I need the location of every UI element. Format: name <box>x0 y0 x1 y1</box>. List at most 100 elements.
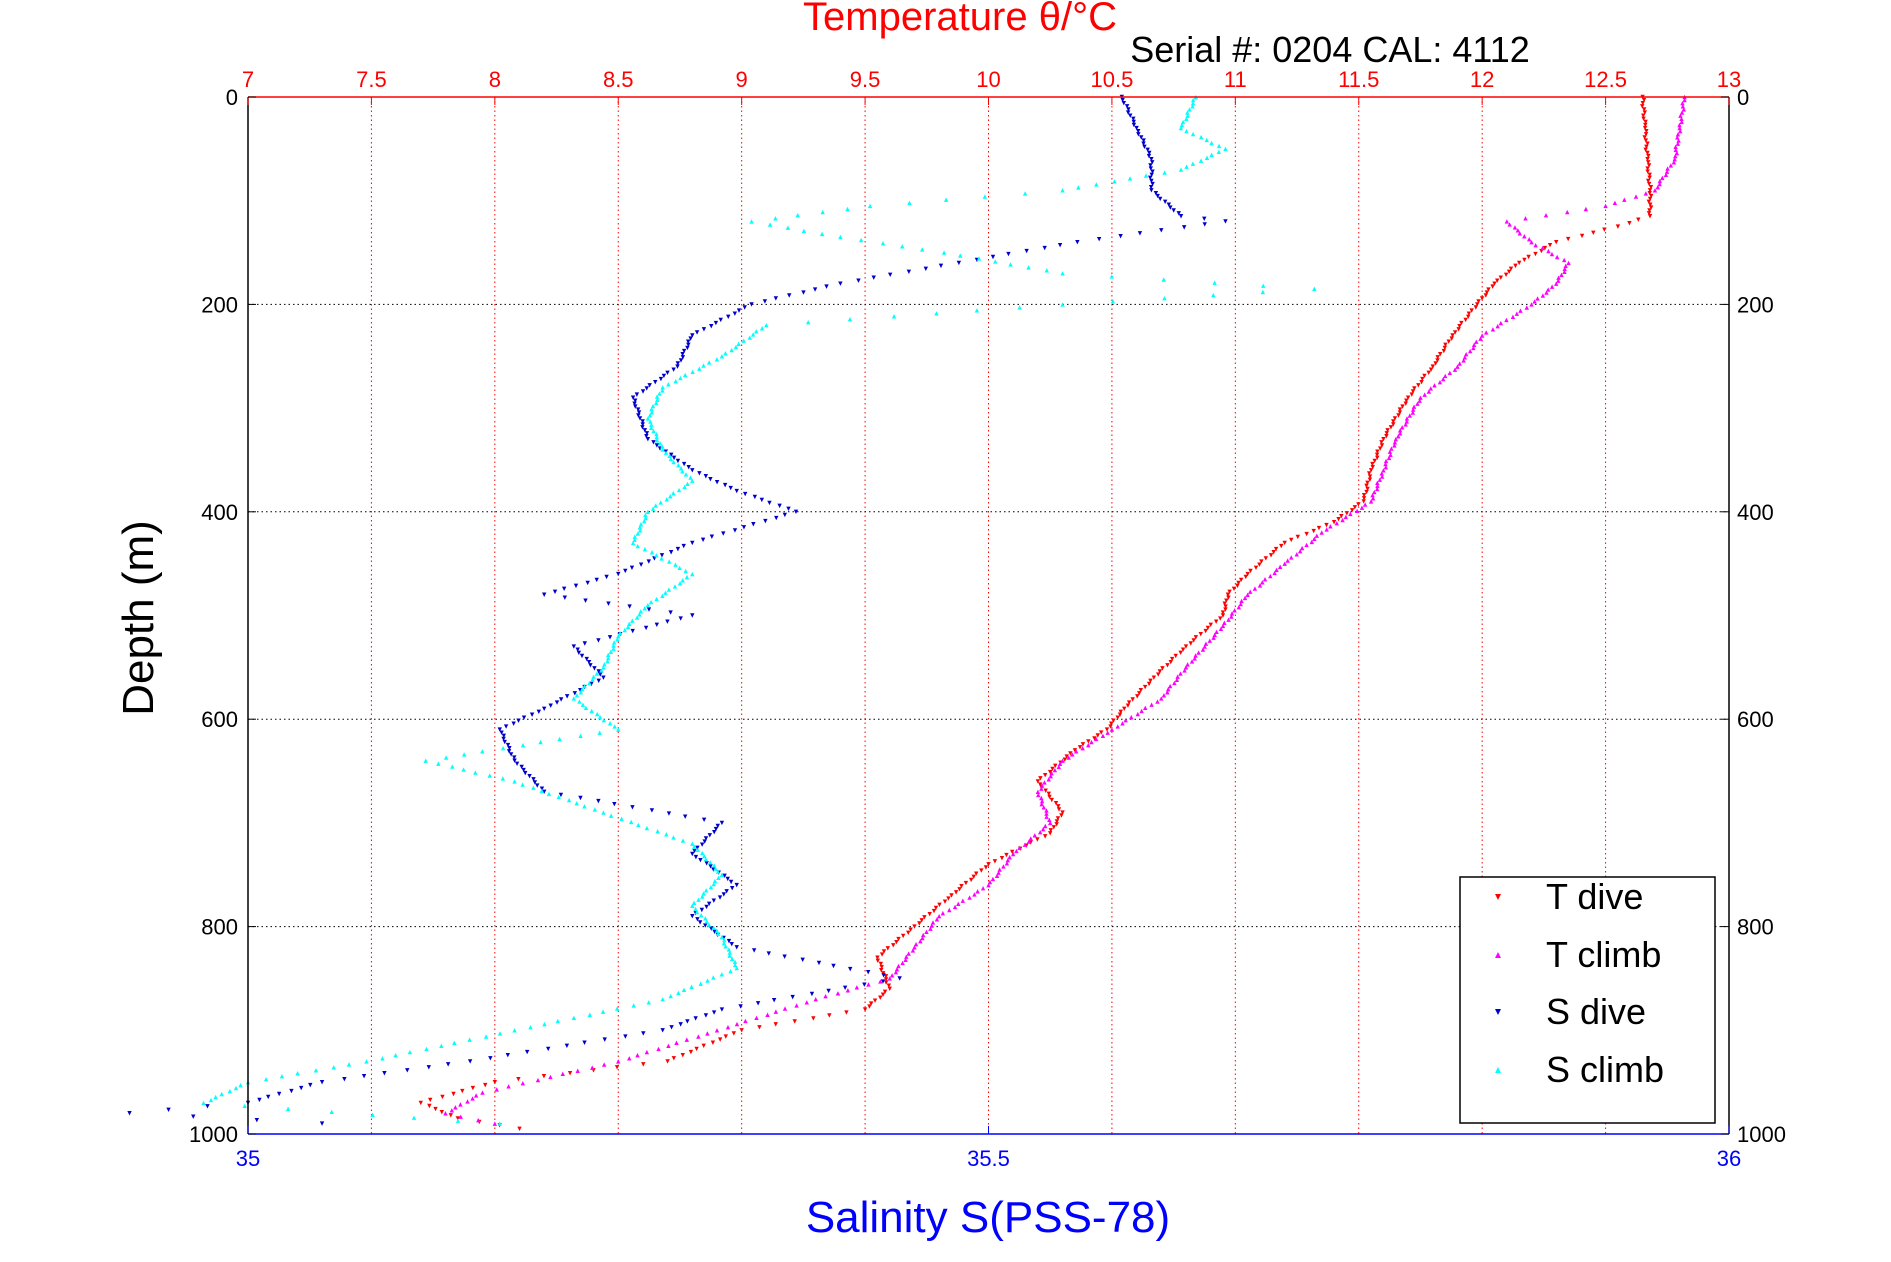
data-point <box>1522 234 1527 239</box>
data-point <box>1375 449 1380 454</box>
data-point <box>1231 586 1237 592</box>
data-point <box>694 330 700 335</box>
data-point <box>1139 135 1144 140</box>
data-point <box>845 988 851 993</box>
data-point <box>681 461 687 467</box>
data-point <box>794 1003 799 1008</box>
data-point <box>681 348 687 354</box>
data-point <box>1039 786 1044 791</box>
data-point <box>505 1052 511 1058</box>
data-point <box>1080 742 1086 747</box>
data-point <box>605 652 611 658</box>
data-point <box>1239 598 1244 604</box>
data-point <box>693 906 698 912</box>
data-point <box>1182 225 1187 230</box>
data-point <box>1503 272 1509 277</box>
data-point <box>500 776 506 781</box>
data-point <box>1426 370 1431 376</box>
data-point <box>1155 699 1160 704</box>
data-point <box>1443 342 1448 348</box>
data-point <box>1527 237 1532 242</box>
data-point <box>637 528 643 533</box>
data-point <box>461 767 466 772</box>
data-point <box>458 1102 463 1107</box>
data-point <box>867 203 873 209</box>
data-point <box>683 472 689 477</box>
data-point <box>883 977 889 982</box>
data-point <box>1422 392 1427 397</box>
data-point <box>757 1025 762 1030</box>
data-point <box>1059 813 1064 818</box>
data-point <box>1172 680 1177 686</box>
data-point <box>1514 311 1520 316</box>
data-point <box>285 1106 291 1112</box>
data-point <box>520 782 525 787</box>
data-point <box>596 678 601 684</box>
data-point <box>743 1018 748 1024</box>
data-point <box>1024 248 1029 254</box>
data-point <box>987 879 993 885</box>
data-point <box>299 1085 304 1091</box>
data-point <box>1297 549 1303 554</box>
data-point <box>644 1049 650 1055</box>
data-point <box>1554 239 1559 245</box>
legend-marker <box>1495 1009 1501 1015</box>
data-point <box>1136 129 1141 134</box>
data-point <box>1404 416 1410 421</box>
data-point <box>1340 517 1345 523</box>
data-point <box>1546 248 1551 254</box>
data-point <box>1471 345 1476 351</box>
data-point <box>1339 514 1344 519</box>
data-point <box>588 663 593 668</box>
data-point <box>992 859 998 864</box>
data-point <box>1652 188 1658 193</box>
data-point <box>257 1097 262 1103</box>
data-point <box>567 1071 573 1076</box>
depth-tick-label-right: 400 <box>1737 500 1774 525</box>
data-point <box>665 1059 670 1064</box>
data-point <box>1316 525 1322 531</box>
data-point <box>1362 502 1368 507</box>
data-point <box>1645 150 1650 156</box>
data-point <box>718 317 723 323</box>
data-point <box>1191 638 1196 643</box>
data-point <box>1549 284 1555 289</box>
data-point <box>1238 577 1244 583</box>
data-point <box>1104 727 1110 732</box>
data-point <box>726 938 732 944</box>
data-point <box>1365 486 1370 492</box>
data-point <box>1540 245 1545 251</box>
data-point <box>724 889 729 894</box>
data-point <box>907 200 912 205</box>
data-point <box>700 850 705 856</box>
data-point <box>1641 97 1647 103</box>
data-point <box>572 691 578 696</box>
data-point <box>1647 175 1652 181</box>
data-point <box>1603 203 1608 209</box>
data-point <box>880 241 886 246</box>
data-point <box>958 253 963 258</box>
data-point <box>1295 534 1301 540</box>
data-point <box>1035 837 1040 842</box>
data-point <box>1115 724 1120 729</box>
data-point <box>643 515 648 521</box>
data-point <box>631 1003 636 1008</box>
data-point <box>801 228 807 233</box>
data-point <box>835 991 841 996</box>
data-point <box>1109 727 1115 732</box>
data-point <box>929 923 934 928</box>
data-point <box>664 497 669 502</box>
data-point <box>1213 619 1219 624</box>
data-point <box>1524 305 1529 310</box>
data-point <box>443 1111 448 1116</box>
data-point <box>719 1007 725 1012</box>
data-point <box>801 290 806 295</box>
data-point <box>1160 666 1165 671</box>
data-point <box>766 951 771 956</box>
data-point <box>625 624 631 630</box>
data-point <box>511 721 516 726</box>
data-point <box>1642 125 1648 131</box>
data-point <box>127 1111 132 1116</box>
data-point <box>1648 205 1654 210</box>
data-point <box>1229 614 1234 619</box>
